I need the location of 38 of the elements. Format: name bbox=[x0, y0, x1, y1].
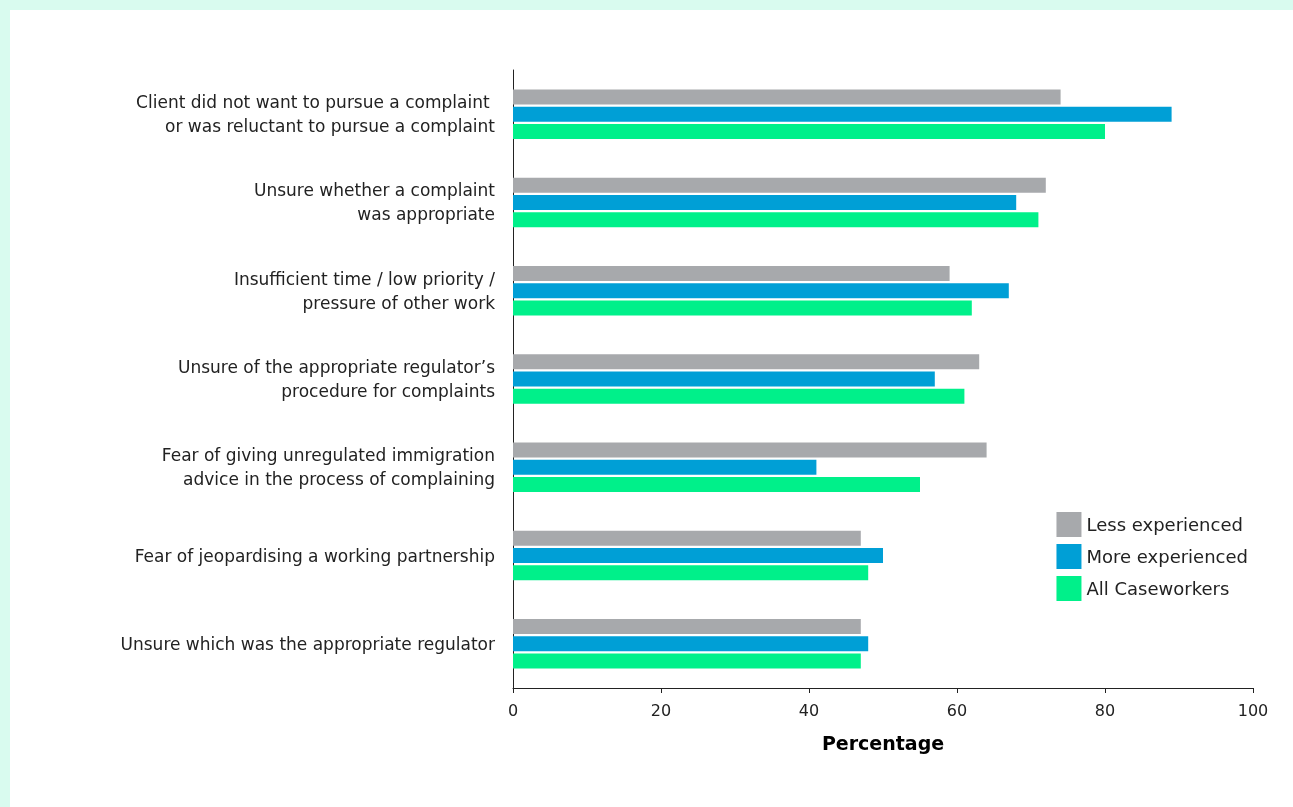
x-tick-label: 60 bbox=[946, 700, 968, 720]
y-tick-label: Fear of jeopardising a working partnership bbox=[134, 545, 495, 566]
bar bbox=[513, 194, 1017, 210]
bar bbox=[513, 548, 883, 564]
bar bbox=[513, 265, 950, 281]
x-tick-label: 20 bbox=[650, 700, 672, 720]
bar bbox=[513, 300, 972, 316]
x-axis-title: Percentage bbox=[821, 731, 945, 754]
bar bbox=[513, 177, 1046, 193]
bar bbox=[513, 565, 869, 581]
x-tick-label: 100 bbox=[1237, 700, 1269, 720]
bar bbox=[513, 388, 965, 404]
bar bbox=[513, 636, 869, 652]
y-tick-label: Unsure which was the appropriate regulator bbox=[120, 633, 495, 654]
x-tick-label: 0 bbox=[507, 700, 519, 720]
bar bbox=[513, 477, 920, 493]
y-tick-label: Unsure whether a complaint was appropriate bbox=[254, 180, 496, 225]
bar bbox=[513, 530, 861, 546]
bar bbox=[513, 283, 1009, 299]
bar bbox=[513, 106, 1172, 122]
legend-label: Less experienced bbox=[1086, 514, 1243, 535]
x-tick-label: 40 bbox=[798, 700, 820, 720]
bar bbox=[513, 442, 987, 458]
legend-label: All Caseworkers bbox=[1086, 578, 1230, 599]
bar bbox=[513, 459, 817, 475]
x-tick-label: 80 bbox=[1094, 700, 1116, 720]
bar bbox=[513, 371, 935, 387]
bar bbox=[513, 212, 1039, 228]
bar bbox=[513, 653, 861, 669]
bar bbox=[513, 354, 980, 370]
y-tick-label: Fear of giving unregulated immigration advice in the process of complaining bbox=[161, 445, 495, 490]
y-tick-label: Unsure of the appropriate regulator’s procedure for complaints bbox=[178, 357, 496, 401]
bar bbox=[513, 89, 1061, 105]
y-tick-label: Insufficient time / low priority / pressure of other work bbox=[233, 268, 496, 313]
bar bbox=[513, 619, 861, 635]
legend-label: More experienced bbox=[1086, 546, 1249, 567]
bar bbox=[513, 123, 1105, 139]
y-tick-label: Client did not want to pursue a complaint or was reluctant to pursue a complaint bbox=[136, 92, 496, 137]
